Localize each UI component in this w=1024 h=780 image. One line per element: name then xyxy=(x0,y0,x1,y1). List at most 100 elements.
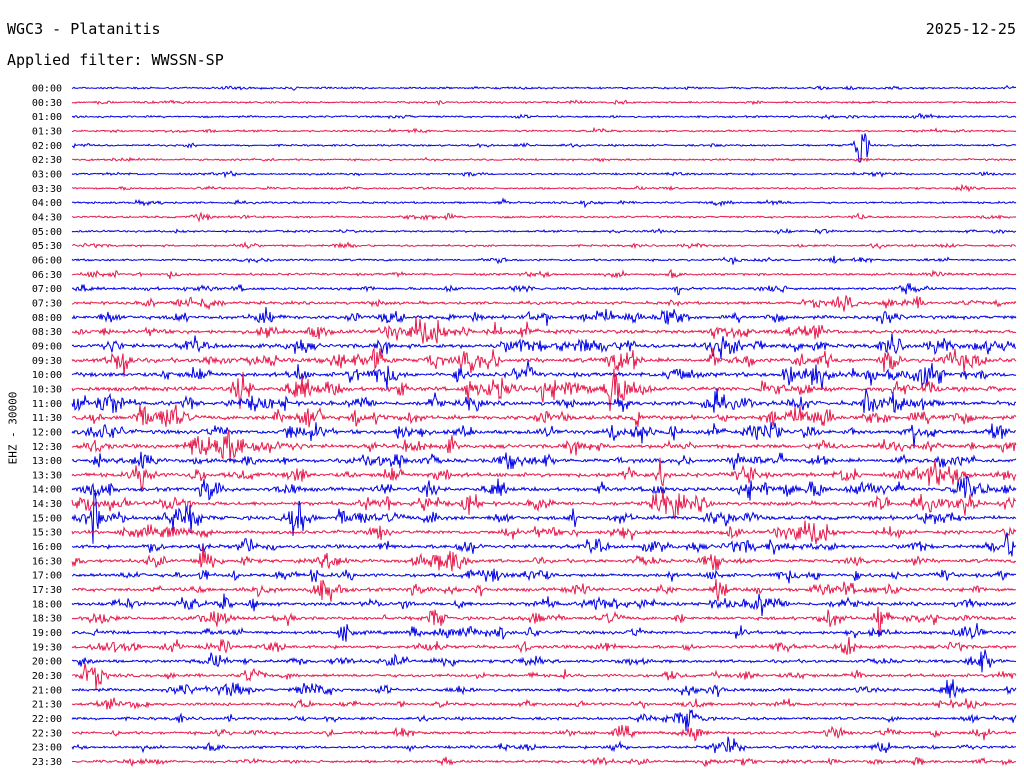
trace-label: 22:00 xyxy=(32,714,62,725)
trace-line xyxy=(72,697,1017,710)
trace-label: 08:00 xyxy=(32,313,62,324)
trace-label: 23:30 xyxy=(32,757,62,768)
trace-label: 00:00 xyxy=(32,84,62,95)
trace-label: 09:30 xyxy=(32,356,62,367)
trace-label: 18:30 xyxy=(32,614,62,625)
trace-line xyxy=(72,133,1017,163)
trace-label: 06:00 xyxy=(32,255,62,266)
trace-line xyxy=(71,756,1017,768)
trace-line xyxy=(71,663,1017,690)
trace-line xyxy=(71,126,1017,134)
trace-label: 13:30 xyxy=(32,470,62,481)
trace-label: 01:30 xyxy=(32,126,62,137)
trace-label: 15:00 xyxy=(32,513,62,524)
trace-line xyxy=(71,492,1017,544)
trace-line xyxy=(72,649,1017,673)
trace-label: 21:00 xyxy=(32,685,62,696)
trace-label: 21:30 xyxy=(32,700,62,711)
trace-line xyxy=(71,545,1017,572)
trace-label: 06:30 xyxy=(32,270,62,281)
trace-line xyxy=(71,268,1017,280)
trace-line xyxy=(71,84,1017,91)
trace-label: 16:00 xyxy=(32,542,62,553)
trace-label: 19:30 xyxy=(32,642,62,653)
station-title: WGC3 - Platanitis xyxy=(7,20,161,38)
trace-line xyxy=(71,360,1017,390)
trace-line xyxy=(71,568,1016,584)
trace-line xyxy=(71,112,1017,121)
trace-line xyxy=(71,316,1017,344)
trace-line xyxy=(71,579,1017,602)
trace-line xyxy=(71,333,1016,360)
trace-label: 01:00 xyxy=(32,112,62,123)
trace-label: 05:30 xyxy=(32,241,62,252)
trace-line xyxy=(71,593,1017,617)
filter-label-prefix: Applied filter: xyxy=(7,51,143,69)
trace-line xyxy=(71,490,1017,520)
trace-label: 14:30 xyxy=(32,499,62,510)
trace-label: 13:00 xyxy=(32,456,62,467)
trace-line xyxy=(71,457,1017,491)
trace-label: 00:30 xyxy=(32,98,62,109)
seismic-traces xyxy=(71,84,1017,768)
trace-label: 08:30 xyxy=(32,327,62,338)
trace-label: 02:00 xyxy=(32,141,62,152)
trace-line xyxy=(72,156,1017,163)
channel-label: EHZ - 30000 xyxy=(6,391,20,465)
trace-line xyxy=(71,347,1017,377)
trace-label: 20:30 xyxy=(32,671,62,682)
trace-label: 10:30 xyxy=(32,384,62,395)
trace-label: 10:00 xyxy=(32,370,62,381)
trace-line xyxy=(71,623,1017,642)
trace-line xyxy=(71,197,1017,209)
trace-line xyxy=(71,636,1017,655)
trace-label: 03:00 xyxy=(32,169,62,180)
trace-line xyxy=(71,99,1017,106)
trace-label: 12:30 xyxy=(32,442,62,453)
trace-label: 07:00 xyxy=(32,284,62,295)
trace-line xyxy=(71,736,1017,754)
trace-label: 11:00 xyxy=(32,399,62,410)
trace-line xyxy=(71,183,1017,193)
trace-label: 02:30 xyxy=(32,155,62,166)
filter-label: Applied filter: WWSSN-SP xyxy=(7,53,224,68)
trace-line xyxy=(71,227,1017,235)
trace-line xyxy=(71,388,1017,414)
trace-line xyxy=(71,520,1017,545)
trace-label: 04:00 xyxy=(32,198,62,209)
trace-label: 03:30 xyxy=(32,184,62,195)
trace-label: 23:00 xyxy=(32,743,62,754)
trace-label: 22:30 xyxy=(32,728,62,739)
trace-line xyxy=(71,255,1017,265)
trace-line xyxy=(71,404,1017,428)
trace-line xyxy=(71,170,1017,179)
trace-time-labels: 00:00 00:30 01:00 01:30 02:00 02:30 03:00 03:30… xyxy=(32,84,62,769)
filter-value: WWSSN-SP xyxy=(151,51,224,69)
trace-label: 04:30 xyxy=(32,212,62,223)
trace-line xyxy=(71,708,1017,732)
trace-label: 09:00 xyxy=(32,341,62,352)
trace-line xyxy=(71,282,1017,296)
trace-line xyxy=(71,211,1017,223)
trace-label: 15:30 xyxy=(32,528,62,539)
trace-line xyxy=(71,532,1017,557)
trace-label: 19:00 xyxy=(32,628,62,639)
date-label: 2025-12-25 xyxy=(925,20,1016,38)
trace-label: 17:00 xyxy=(32,571,62,582)
trace-label: 05:00 xyxy=(32,227,62,238)
trace-line xyxy=(71,451,1017,471)
trace-line xyxy=(71,606,1017,636)
trace-line xyxy=(71,295,1017,312)
trace-label: 16:30 xyxy=(32,556,62,567)
trace-line xyxy=(71,368,1017,412)
trace-label: 14:00 xyxy=(32,485,62,496)
trace-line xyxy=(71,475,1017,501)
trace-label: 20:00 xyxy=(32,657,62,668)
trace-label: 07:30 xyxy=(32,298,62,309)
trace-line xyxy=(71,428,1017,462)
trace-line xyxy=(71,679,1017,699)
trace-line xyxy=(71,241,1017,250)
trace-label: 11:30 xyxy=(32,413,62,424)
trace-label: 18:00 xyxy=(32,599,62,610)
